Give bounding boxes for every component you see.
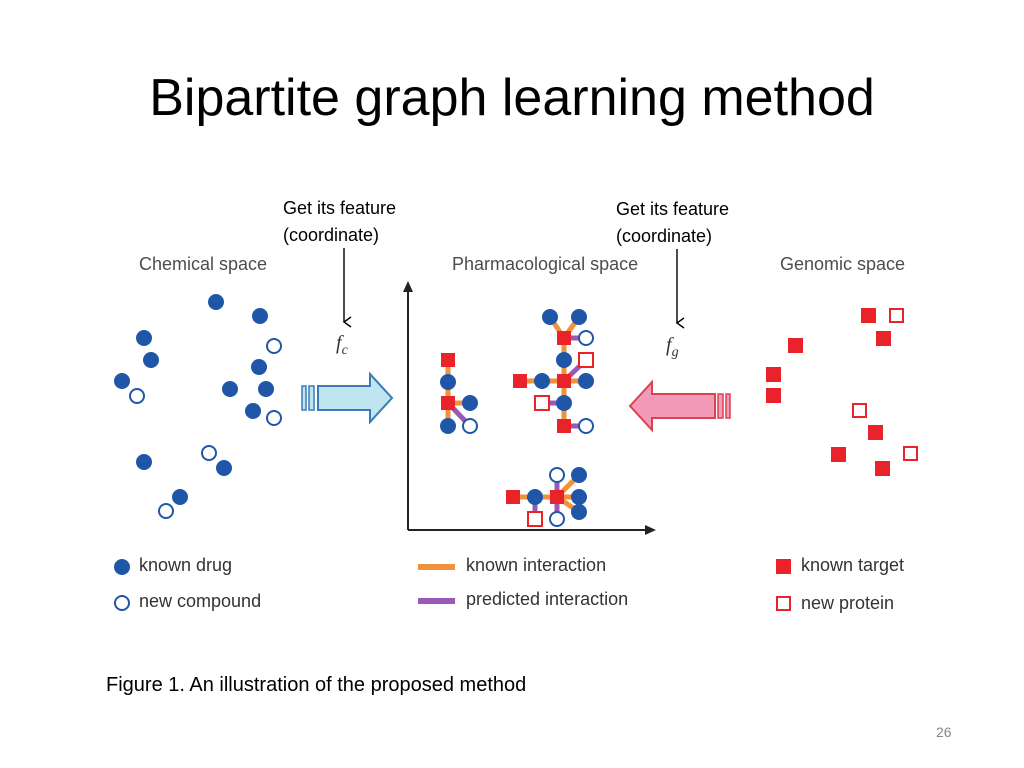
known-drug-node <box>222 381 238 397</box>
annotation-left: Get its feature (coordinate) <box>283 195 396 249</box>
known-target-node <box>766 367 781 382</box>
known-drug-node <box>527 489 543 505</box>
known-target-node <box>557 419 571 433</box>
known-drug-node <box>462 395 478 411</box>
known-target-node <box>557 331 571 345</box>
new-compound-node <box>129 388 145 404</box>
new-compound-node <box>578 418 594 434</box>
fg-label: fg <box>666 334 679 360</box>
legend-known-target-label: known target <box>801 555 905 575</box>
annotation-right-line1: Get its feature <box>616 199 730 219</box>
annotation-right: Get its feature (coordinate) <box>616 196 729 250</box>
known-drug-node <box>245 403 261 419</box>
chemical-space-nodes <box>114 294 282 519</box>
known-drug-node <box>578 373 594 389</box>
new-protein-node <box>578 352 594 368</box>
known-drug-node <box>136 330 152 346</box>
new-protein-node <box>889 308 904 323</box>
known-drug-node <box>252 308 268 324</box>
known-target-node <box>557 374 571 388</box>
new-protein-node <box>527 511 543 527</box>
legend-new-protein-marker <box>776 596 791 611</box>
new-compound-node <box>549 511 565 527</box>
known-drug-node <box>216 460 232 476</box>
new-compound-node <box>201 445 217 461</box>
known-target-node <box>766 388 781 403</box>
known-drug-node <box>258 381 274 397</box>
known-drug-node <box>571 489 587 505</box>
fc-label: fc <box>336 332 349 358</box>
known-target-node <box>831 447 846 462</box>
legend-known-target-marker <box>776 559 791 574</box>
new-protein-node <box>852 403 867 418</box>
known-target-node <box>868 425 883 440</box>
known-drug-node <box>571 309 587 325</box>
known-drug-node <box>143 352 159 368</box>
chemical-space-label: Chemical space <box>139 254 268 274</box>
known-drug-node <box>114 373 130 389</box>
interaction-cluster-center <box>513 309 594 434</box>
new-compound-node <box>266 338 282 354</box>
annotation-left-line2: (coordinate) <box>283 225 380 245</box>
pharmacological-axes <box>403 281 656 535</box>
new-compound-node <box>158 503 174 519</box>
new-protein-node <box>534 395 550 411</box>
known-drug-node <box>208 294 224 310</box>
annotation-left-line1: Get its feature <box>283 198 397 218</box>
known-target-node <box>876 331 891 346</box>
known-drug-node <box>534 373 550 389</box>
legend-known-interaction-label: known interaction <box>466 555 607 575</box>
figure-caption: Figure 1. An illustration of the propose… <box>106 674 527 696</box>
known-target-node <box>441 353 455 367</box>
new-compound-node <box>462 418 478 434</box>
known-target-node <box>506 490 520 504</box>
interaction-cluster-left <box>440 353 478 434</box>
known-target-node <box>550 490 564 504</box>
known-target-node <box>788 338 803 353</box>
known-drug-node <box>556 352 572 368</box>
known-drug-node <box>136 454 152 470</box>
legend-predicted-interaction-label: predicted interaction <box>466 589 629 609</box>
genomic-mapping-arrow <box>628 379 731 433</box>
known-drug-node <box>172 489 188 505</box>
new-compound-node <box>266 410 282 426</box>
genomic-space-label: Genomic space <box>780 254 906 274</box>
interaction-cluster-bottom <box>506 467 587 527</box>
page-number: 26 <box>936 724 952 740</box>
slide-title: Bipartite graph learning method <box>149 69 875 127</box>
known-drug-node <box>251 359 267 375</box>
legend-new-compound-label: new compound <box>139 591 262 611</box>
chemical-mapping-arrow <box>301 371 394 425</box>
known-target-node <box>513 374 527 388</box>
known-drug-node <box>440 418 456 434</box>
known-drug-node <box>556 395 572 411</box>
known-drug-node <box>571 467 587 483</box>
known-drug-node <box>571 504 587 520</box>
new-protein-node <box>903 446 918 461</box>
legend-known-drug-marker <box>114 559 130 575</box>
known-target-node <box>861 308 876 323</box>
new-compound-node <box>549 467 565 483</box>
known-drug-node <box>542 309 558 325</box>
genomic-space-nodes <box>766 308 918 476</box>
legend-new-protein-label: new protein <box>801 593 895 613</box>
known-drug-node <box>440 374 456 390</box>
legend-markers <box>114 559 791 611</box>
known-target-node <box>875 461 890 476</box>
known-target-node <box>441 396 455 410</box>
legend-new-compound-marker <box>114 595 130 611</box>
annotation-right-line2: (coordinate) <box>616 226 713 246</box>
pharmacological-space-label: Pharmacological space <box>452 254 639 274</box>
legend-known-drug-label: known drug <box>139 555 233 575</box>
new-compound-node <box>578 330 594 346</box>
